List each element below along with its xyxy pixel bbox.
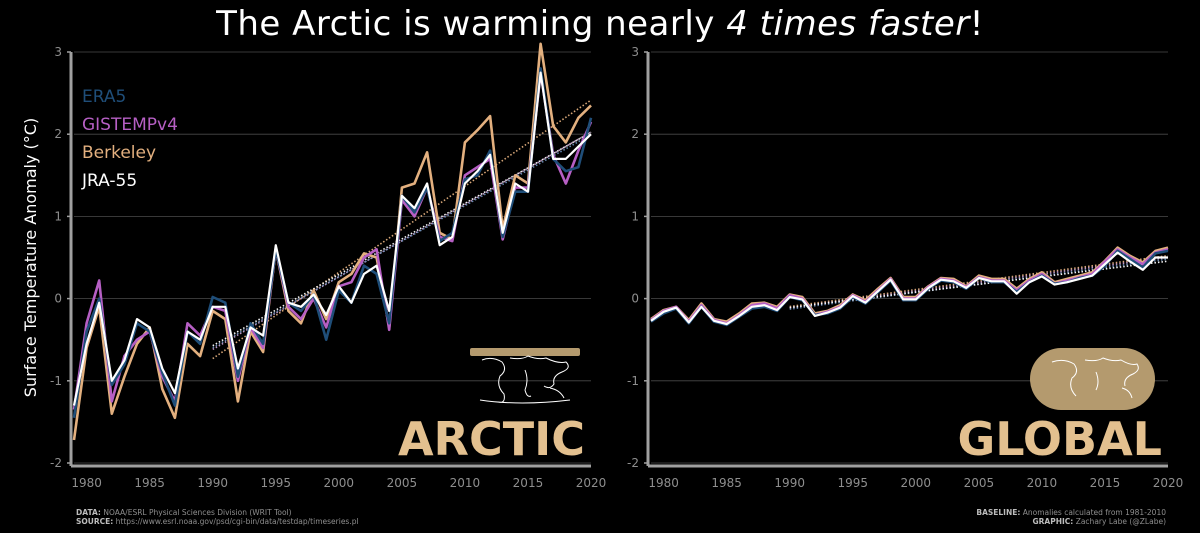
trend-line-jra-55 [789,260,1169,309]
footer-left: DATA: NOAA/ESRL Physical Sciences Divisi… [76,508,359,526]
x-tick-label: 2020 [1153,476,1184,490]
footer-source-text: https://www.esrl.noaa.gov/psd/cgi-bin/da… [115,517,359,526]
footer-baseline-label: BASELINE: [976,508,1021,517]
y-tick-label: 2 [631,127,639,141]
map-coastlines [1051,357,1139,399]
y-tick-label: -2 [50,456,62,470]
x-tick-label: 2000 [901,476,932,490]
footer-source-label: SOURCE: [76,517,114,526]
y-tick-label: -1 [50,374,62,388]
legend-entry-berkeley: Berkeley [82,143,156,163]
map-coastlines [479,355,571,404]
x-tick-label: 2010 [1027,476,1058,490]
y-tick-label: 0 [631,292,639,306]
footer-data-text: NOAA/ESRL Physical Sciences Division (WR… [103,508,292,517]
footer-baseline-text: Anomalies calculated from 1981-2010 [1022,508,1166,517]
x-tick-label: 2005 [964,476,995,490]
x-tick-label: 1995 [260,476,291,490]
panel-label-arctic: ARCTIC [398,412,585,466]
x-tick-label: 2010 [450,476,481,490]
x-tick-label: 1980 [71,476,102,490]
footer-source-line: SOURCE: https://www.esrl.noaa.gov/psd/cg… [76,517,359,526]
x-tick-label: 2015 [513,476,544,490]
series-line-berkeley [650,246,1169,323]
y-tick-label: 2 [54,127,62,141]
x-tick-label: 1995 [837,476,868,490]
series-line-jra-55 [650,251,1168,326]
x-tick-label: 2015 [1090,476,1121,490]
map-band [470,348,580,356]
x-tick-label: 1990 [197,476,228,490]
map-globe [1030,348,1155,410]
x-tick-label: 1990 [774,476,805,490]
trend-line-era5 [789,258,1169,310]
footer-graphic-text: Zachary Labe (@ZLabe) [1075,517,1166,526]
x-tick-label: 2020 [576,476,607,490]
series-line-jra-55 [72,71,592,406]
title-suffix: ! [969,4,984,44]
series-line-era5 [650,249,1169,327]
x-tick-label: 2000 [324,476,355,490]
y-tick-label: -2 [627,456,639,470]
y-tick-label: -1 [627,374,639,388]
y-tick-label: 3 [631,45,639,59]
trend-line-jra-55 [212,131,592,347]
footer-baseline-line: BASELINE: Anomalies calculated from 1981… [976,508,1166,517]
legend-entry-jra-55: JRA-55 [81,171,137,191]
chart-panel-global: -2 -1 0 1 2 3 1980 1985 1990 1995 2000 2005 2010 2015… [627,45,1183,490]
y-tick-label: 3 [54,45,62,59]
legend-entry-gistempv4: GISTEMPv4 [82,115,178,135]
y-tick-label: 1 [54,209,62,223]
x-tick-label: 1980 [648,476,679,490]
arctic-map-icon [470,348,580,404]
footer-data-label: DATA: [76,508,101,517]
trend-line-berkeley [212,99,592,360]
title-prefix: The Arctic is warming nearly [216,4,727,44]
chart-title: The Arctic is warming nearly 4 times fas… [0,4,1200,44]
title-emphasis: 4 times faster [726,4,970,44]
chart-panel-arctic: -2 -1 0 1 2 3 1980 1985 1990 1995 2000 2005 2010 2015… [21,42,607,490]
series-line-era5 [72,67,593,418]
series-line-gistempv4 [650,248,1169,325]
y-tick-label: 0 [54,292,62,306]
legend-entry-era5: ERA5 [82,87,126,107]
footer-graphic-label: GRAPHIC: [1032,517,1074,526]
x-tick-label: 2005 [387,476,418,490]
x-tick-label: 1985 [711,476,742,490]
footer-graphic-line: GRAPHIC: Zachary Labe (@ZLabe) [976,517,1167,526]
x-tick-label: 1985 [134,476,165,490]
footer-data-line: DATA: NOAA/ESRL Physical Sciences Divisi… [76,508,359,517]
panel-label-global: GLOBAL [957,412,1162,466]
y-axis-label: Surface Temperature Anomaly (°C) [21,118,40,397]
global-map-icon [1030,348,1155,410]
trend-line-era5 [212,133,592,349]
footer-right: BASELINE: Anomalies calculated from 1981… [976,508,1166,526]
y-tick-label: 1 [631,209,639,223]
